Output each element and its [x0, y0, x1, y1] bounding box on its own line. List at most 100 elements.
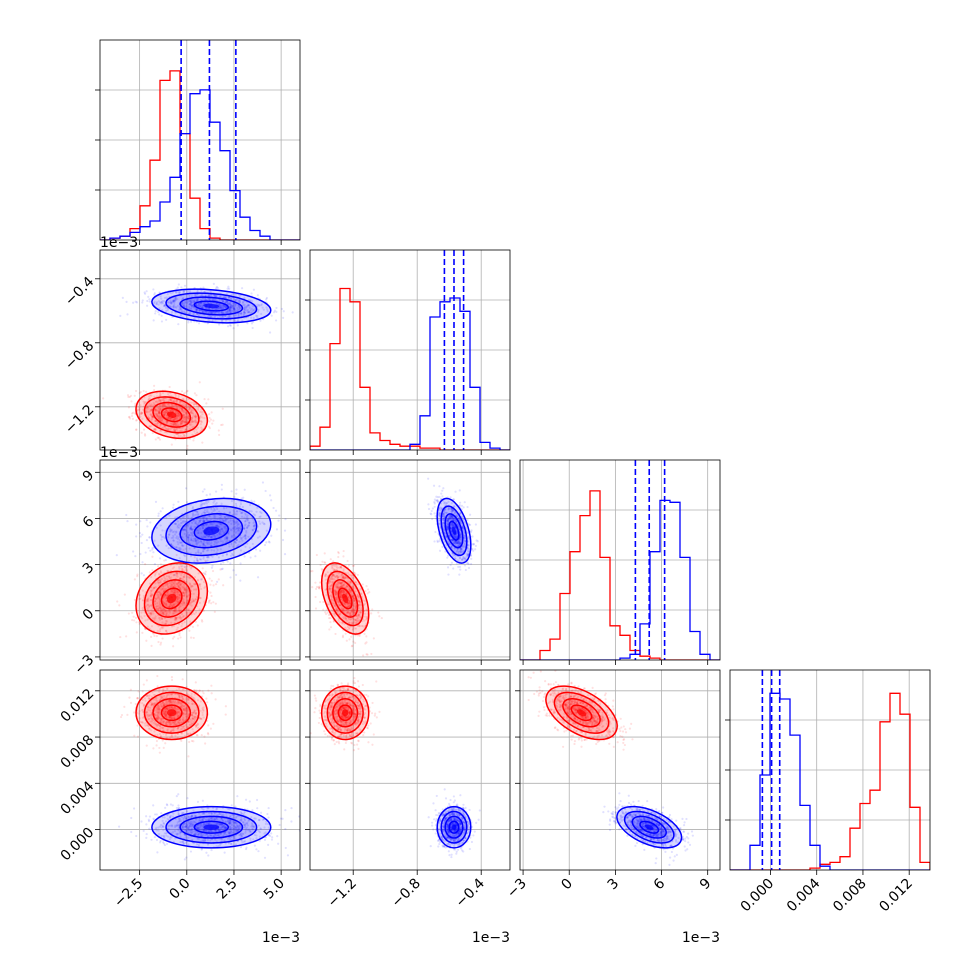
scatter-point	[187, 289, 190, 293]
scatter-point	[213, 294, 216, 297]
scatter-point	[165, 629, 168, 632]
scatter-point	[162, 411, 165, 415]
scatter-point	[182, 304, 185, 307]
scatter-point	[174, 296, 177, 299]
scatter-point	[144, 563, 147, 566]
scatter-point	[243, 311, 246, 314]
scatter-point	[209, 583, 212, 586]
scatter-point	[219, 568, 222, 571]
scatter-point	[127, 406, 131, 409]
scatter-point	[318, 581, 322, 584]
scatter-point	[154, 615, 157, 618]
scatter-point	[365, 635, 368, 638]
scatter-point	[180, 390, 184, 393]
scatter-point	[172, 603, 175, 607]
scatter-point	[188, 299, 191, 302]
scatter-point	[154, 602, 157, 606]
scatter-point	[135, 621, 138, 624]
scatter-point	[186, 588, 189, 592]
scatter-point	[179, 583, 182, 586]
scatter-point	[172, 299, 175, 303]
scatter-point	[135, 428, 138, 431]
scatter-point	[196, 298, 199, 301]
scatter-point	[155, 597, 158, 600]
scatter-point	[158, 291, 161, 294]
scatter-point	[211, 308, 214, 311]
scatter-point	[201, 310, 204, 314]
scatter-point	[157, 411, 161, 414]
scatter-point	[155, 408, 158, 412]
scatter-point	[177, 598, 180, 601]
scatter-point	[179, 406, 182, 410]
scatter-point	[166, 610, 170, 613]
scatter-point	[243, 306, 246, 309]
scatter-point	[184, 590, 187, 593]
scatter-point	[176, 286, 179, 289]
scatter-point	[185, 390, 189, 393]
scatter-point	[158, 557, 162, 560]
scatter-point	[148, 397, 152, 400]
scatter-point	[270, 499, 273, 502]
scatter-point	[243, 303, 246, 306]
scatter-point	[228, 309, 231, 312]
scatter-point	[165, 421, 168, 425]
scatter-point	[195, 299, 199, 302]
scatter-point	[155, 301, 159, 304]
scatter-point	[182, 402, 185, 405]
scatter-point	[431, 507, 435, 510]
scatter-point	[158, 438, 162, 441]
scatter-point	[199, 596, 202, 600]
scatter-point	[167, 614, 170, 617]
scatter-point	[153, 428, 156, 431]
scatter-point	[150, 594, 153, 597]
scatter-point	[172, 306, 175, 309]
scatter-point	[192, 599, 195, 602]
scatter-point	[232, 314, 235, 317]
scatter-point	[151, 431, 154, 435]
scatter-point	[237, 314, 240, 317]
scatter-point	[177, 290, 180, 293]
scatter-point	[177, 412, 180, 415]
scatter-point	[181, 410, 184, 413]
scatter-point	[174, 619, 177, 622]
scatter-point	[132, 550, 135, 553]
scatter-point	[228, 308, 231, 311]
scatter-point	[159, 594, 162, 597]
scatter-point	[177, 435, 180, 438]
scatter-point	[252, 288, 255, 291]
scatter-point	[195, 415, 198, 418]
scatter-point	[182, 304, 185, 307]
scatter-point	[248, 306, 251, 309]
scatter-point	[217, 312, 221, 315]
scatter-point	[163, 413, 166, 416]
scatter-point	[190, 411, 193, 414]
scatter-point	[216, 302, 219, 305]
scatter-point	[173, 422, 177, 425]
scatter-point	[150, 575, 153, 579]
scatter-point	[169, 409, 172, 412]
scatter-point	[159, 429, 162, 432]
scatter-point	[212, 419, 215, 422]
scatter-point	[452, 567, 455, 570]
scatter-point	[222, 561, 225, 564]
scatter-point	[210, 579, 213, 582]
scatter-point	[153, 419, 157, 423]
scatter-point	[130, 400, 133, 403]
scatter-point	[275, 306, 278, 310]
scatter-point	[177, 395, 180, 398]
panel-frame	[99, 249, 301, 451]
scatter-point	[193, 317, 196, 320]
scatter-point	[201, 310, 205, 314]
scatter-point	[173, 588, 176, 591]
scatter-point	[176, 584, 180, 587]
scatter-point	[190, 600, 193, 603]
scatter-point	[183, 284, 187, 287]
scatter-point	[210, 411, 213, 414]
scatter-point	[230, 309, 233, 312]
scatter-point	[211, 298, 214, 301]
scatter-point	[193, 402, 196, 406]
scatter-point	[162, 607, 165, 611]
scatter-point	[155, 412, 158, 415]
scatter-point	[344, 632, 347, 635]
scatter-point	[182, 290, 185, 293]
